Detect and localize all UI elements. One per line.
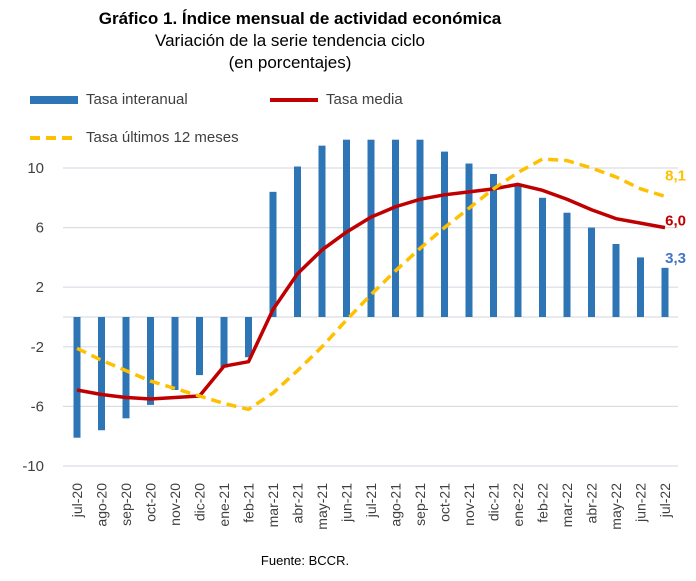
x-tick-label: ene-22 xyxy=(510,483,526,527)
bar xyxy=(514,185,522,317)
chart-subtitle: Variación de la serie tendencia ciclo xyxy=(155,31,425,50)
legend-item-12-meses: Tasa últimos 12 meses xyxy=(30,129,239,146)
source-note: Fuente: BCCR. xyxy=(260,553,350,568)
x-tick-label: mar-21 xyxy=(265,483,281,528)
bar xyxy=(343,139,350,317)
x-tick-label: dic-20 xyxy=(192,483,208,521)
bar xyxy=(196,317,203,376)
bar xyxy=(416,139,424,317)
x-tick-label: abr-21 xyxy=(290,483,306,524)
bar xyxy=(98,317,105,431)
bar xyxy=(73,317,81,438)
12-meses-line xyxy=(76,157,666,412)
bar xyxy=(563,212,571,317)
bar xyxy=(588,227,595,317)
y-tick-label: 6 xyxy=(36,220,44,237)
y-tick-label: -10 xyxy=(22,458,44,475)
x-tick-label: ene-21 xyxy=(216,483,232,527)
bar xyxy=(392,139,399,317)
x-tick-label: jun-22 xyxy=(633,483,649,523)
data-label-interanual: 3,3 xyxy=(665,250,686,267)
x-tick-label: jul-21 xyxy=(363,483,379,518)
bar xyxy=(490,173,497,317)
x-tick-label: ago-20 xyxy=(94,483,110,527)
x-tick-label: nov-20 xyxy=(167,483,183,526)
x-tick-label: nov-21 xyxy=(461,483,477,526)
x-tick-label: oct-21 xyxy=(437,483,453,522)
bar xyxy=(171,317,179,391)
x-tick-label: mar-22 xyxy=(559,483,575,528)
bar xyxy=(147,317,154,405)
media-line xyxy=(76,182,666,401)
x-tick-label: sep-20 xyxy=(118,483,134,526)
x-tick-label: jul-22 xyxy=(657,483,673,518)
x-tick-label: abr-22 xyxy=(584,483,600,524)
bar xyxy=(367,139,375,317)
legend-label: Tasa media xyxy=(326,91,403,108)
legend-item-interanual: Tasa interanual xyxy=(30,91,188,108)
bar xyxy=(245,317,252,358)
legend-label: Tasa interanual xyxy=(86,91,188,108)
chart-units: (en porcentajes) xyxy=(228,53,352,72)
x-tick-label: sep-21 xyxy=(412,483,428,526)
bar xyxy=(220,317,228,368)
x-tick-label: may-21 xyxy=(314,483,330,530)
bar xyxy=(465,163,473,317)
bar xyxy=(122,317,130,419)
x-tick-label: may-22 xyxy=(608,483,624,530)
bar xyxy=(661,267,669,317)
x-tick-label: ago-21 xyxy=(388,483,404,527)
x-tick-label: dic-21 xyxy=(486,483,502,521)
y-tick-label: -6 xyxy=(31,398,44,415)
bar xyxy=(637,257,644,317)
bar xyxy=(539,197,546,317)
data-label-12-meses: 8,1 xyxy=(665,167,686,184)
legend-item-media: Tasa media xyxy=(270,91,403,108)
bar xyxy=(318,145,326,317)
bar xyxy=(294,166,301,317)
x-tick-label: jul-20 xyxy=(69,483,85,518)
legend-label: Tasa últimos 12 meses xyxy=(86,129,239,146)
x-tick-label: feb-22 xyxy=(535,483,551,523)
chart-title: Gráfico 1. Índice mensual de actividad e… xyxy=(98,9,502,28)
bar xyxy=(441,151,448,317)
x-tick-label: feb-21 xyxy=(241,483,257,523)
x-tick-label: jun-21 xyxy=(339,483,355,523)
bar xyxy=(269,191,277,317)
bar xyxy=(612,243,620,317)
data-label-media: 6,0 xyxy=(665,213,686,230)
y-tick-label: 10 xyxy=(27,160,44,177)
y-tick-label: -2 xyxy=(31,339,44,356)
y-tick-label: 2 xyxy=(36,279,44,296)
x-tick-label: oct-20 xyxy=(143,483,159,522)
